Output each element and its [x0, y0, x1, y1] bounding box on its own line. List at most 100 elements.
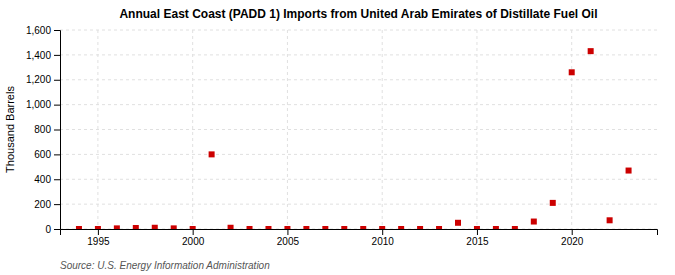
point: [133, 225, 139, 229]
point: [550, 200, 556, 206]
tick-mark: [572, 229, 573, 235]
tick-label: 800: [34, 124, 51, 135]
grid-line: [60, 79, 657, 80]
point: [190, 226, 196, 229]
tick: 600: [34, 149, 60, 160]
grid: [60, 30, 657, 229]
point: [76, 226, 82, 229]
tick-label: 2015: [466, 236, 489, 247]
tick-label: 2005: [277, 236, 300, 247]
tick-label: 1995: [87, 236, 110, 247]
title: Annual East Coast (PADD 1) Imports from …: [119, 7, 597, 21]
tick: 2020: [561, 229, 584, 247]
tick: 1,400: [26, 50, 60, 61]
point: [398, 226, 404, 229]
point: [209, 151, 215, 157]
grid-line: [60, 204, 657, 205]
point: [228, 225, 234, 229]
tick-mark: [54, 55, 60, 56]
point: [341, 226, 347, 229]
tick-mark: [54, 179, 60, 180]
tick-label: 0: [45, 224, 51, 235]
point: [531, 219, 537, 225]
tick: 200: [34, 199, 60, 210]
tick-label: 400: [34, 174, 51, 185]
grid-line: [192, 30, 193, 229]
tick: 2005: [277, 229, 300, 247]
tick-mark: [54, 229, 60, 230]
grid-line: [60, 154, 657, 155]
point: [114, 225, 120, 229]
x-axis: 1995 2000 2005 2010 2015 2020: [61, 229, 658, 247]
grid-line: [60, 129, 657, 130]
tick-mark: [54, 154, 60, 155]
y-axis: 0 200 400 600 800 1,000 1,200 1,400 1,600: [26, 25, 61, 235]
grid-line: [97, 30, 98, 229]
point: [360, 226, 366, 229]
tick-label: 1,000: [26, 99, 51, 110]
point: [607, 217, 613, 223]
tick-label: 2000: [182, 236, 205, 247]
tick-label: 2020: [561, 236, 584, 247]
tick-mark: [54, 80, 60, 81]
tick-label: 200: [34, 199, 51, 210]
point: [474, 226, 480, 229]
chart: 1995 2000 2005 2010 2015 2020 0 200 400 600 800 1,0…: [0, 0, 675, 275]
tick-label: 600: [34, 149, 51, 160]
point: [493, 226, 499, 229]
grid-line: [60, 179, 657, 180]
tick: 1,000: [26, 99, 60, 110]
tick: 2000: [182, 229, 205, 247]
tick-mark: [477, 229, 478, 235]
plot: 1995 2000 2005 2010 2015 2020 0 200 400 600 800 1,0…: [26, 25, 658, 247]
axis-line: [61, 230, 658, 236]
grid-line: [287, 30, 288, 229]
point: [436, 226, 442, 229]
tick-mark: [54, 105, 60, 106]
point: [588, 48, 594, 54]
tick: 400: [34, 174, 60, 185]
point: [569, 69, 575, 75]
tick-label: 2010: [372, 236, 395, 247]
tick-label: 1,200: [26, 74, 51, 85]
grid-line: [382, 30, 383, 229]
tick: 2010: [372, 229, 395, 247]
tick: 800: [34, 124, 60, 135]
tick: 0: [45, 224, 60, 235]
point: [417, 226, 423, 229]
point: [284, 226, 290, 229]
tick-label: 1,600: [26, 25, 51, 36]
point: [512, 226, 518, 229]
point: [379, 226, 385, 229]
tick-mark: [54, 130, 60, 131]
point: [322, 226, 328, 229]
axis-line: [54, 31, 61, 230]
point: [455, 220, 461, 226]
point: [303, 226, 309, 229]
point: [171, 225, 177, 229]
tick-label: 1,400: [26, 50, 51, 61]
tick: 2015: [466, 229, 489, 247]
tick: 1995: [87, 229, 110, 247]
grid-line: [476, 30, 477, 229]
tick-mark: [287, 229, 288, 235]
point: [265, 226, 271, 229]
source: Source: U.S. Energy Information Administ…: [60, 260, 270, 271]
grid-line: [60, 104, 657, 105]
point: [95, 226, 101, 229]
point: [152, 225, 158, 229]
tick-mark: [193, 229, 194, 235]
tick-mark: [54, 30, 60, 31]
tick: 1,200: [26, 74, 60, 85]
tick-mark: [98, 229, 99, 235]
point: [247, 226, 253, 229]
tick: 1,600: [26, 25, 60, 36]
grid-line: [60, 30, 657, 31]
grid-line: [60, 54, 657, 55]
tick-mark: [54, 204, 60, 205]
points: [76, 48, 632, 229]
y-axis-title: Thousand Barrels: [4, 86, 16, 173]
point: [626, 168, 632, 174]
grid-line: [571, 30, 572, 229]
tick-mark: [382, 229, 383, 235]
